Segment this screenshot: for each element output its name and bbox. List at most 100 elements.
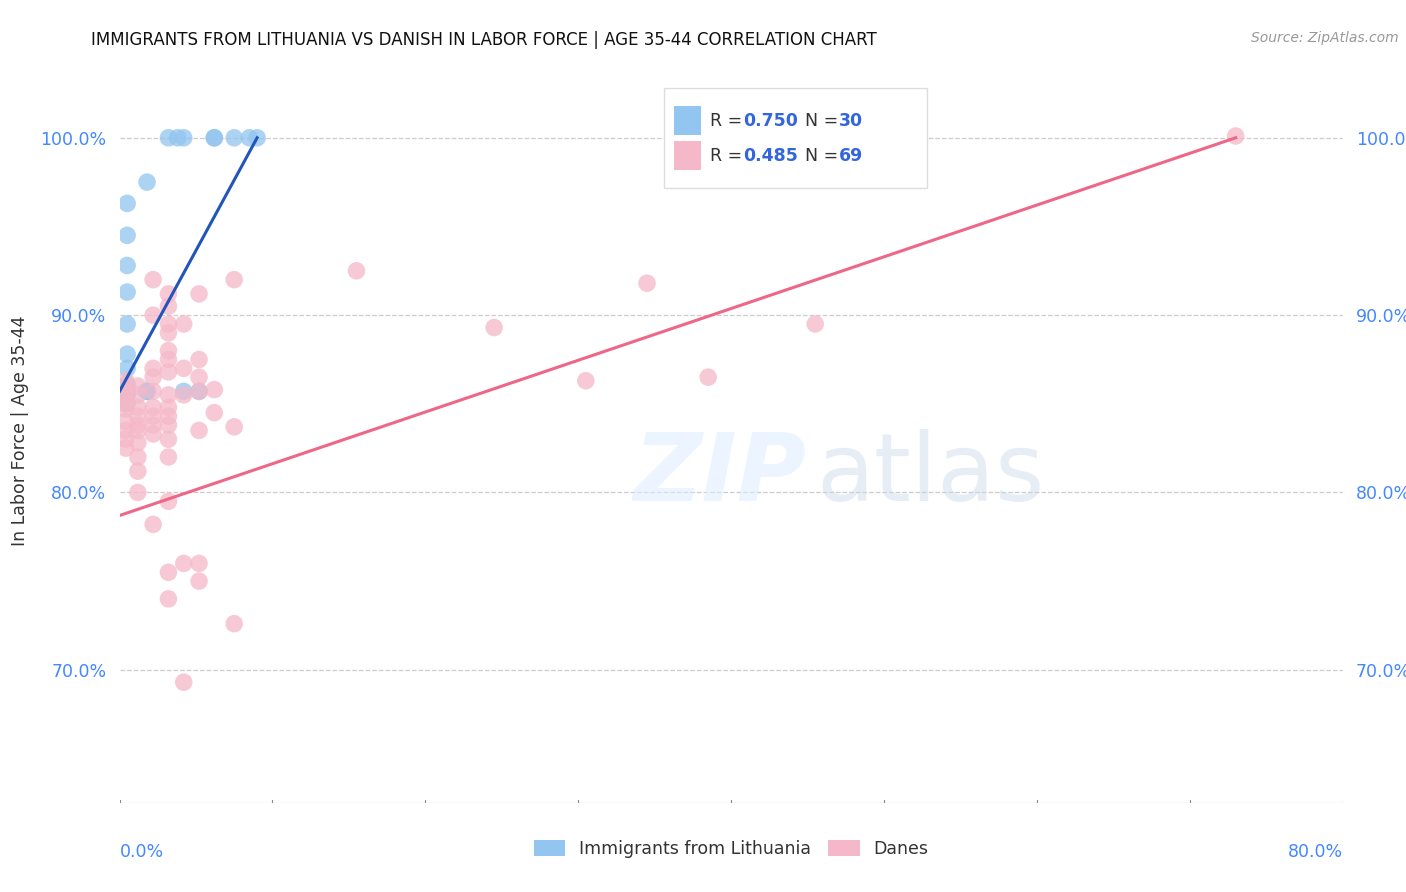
Point (173, 388, 195, 402)
Point (224, 420, 246, 434)
Point (142, 426, 165, 441)
Text: 0.485: 0.485 (744, 146, 799, 164)
Point (188, 370, 211, 384)
Text: N =: N = (793, 112, 844, 129)
Point (136, 175, 159, 189)
Text: 0.0%: 0.0% (120, 843, 163, 861)
Text: 80.0%: 80.0% (1288, 843, 1343, 861)
Point (157, 326, 180, 340)
Point (114, 392, 136, 406)
Point (127, 464, 149, 478)
Point (115, 388, 138, 402)
Text: R =: R = (710, 146, 748, 164)
Point (127, 485, 149, 500)
Point (136, 384, 159, 399)
Point (173, 361, 195, 376)
Point (697, 370, 720, 384)
Point (173, 317, 195, 331)
Point (188, 384, 211, 399)
Point (114, 441, 136, 455)
Point (157, 343, 180, 358)
Point (142, 361, 165, 376)
Point (127, 388, 149, 402)
Point (136, 384, 159, 399)
Point (115, 384, 138, 399)
Point (188, 286, 211, 301)
Point (114, 384, 136, 399)
Point (115, 384, 138, 399)
Point (157, 352, 180, 367)
Point (115, 259, 138, 273)
Bar (673, 106, 700, 135)
Point (157, 450, 180, 464)
Point (157, 494, 180, 508)
Point (127, 435, 149, 450)
Point (173, 557, 195, 571)
Point (127, 424, 149, 438)
Point (142, 517, 165, 532)
Text: Source: ZipAtlas.com: Source: ZipAtlas.com (1251, 31, 1399, 45)
Point (166, 130, 188, 145)
Point (575, 374, 598, 388)
Point (157, 409, 180, 424)
Point (202, 406, 225, 420)
Point (114, 374, 136, 388)
Point (157, 418, 180, 433)
Point (142, 418, 165, 433)
Y-axis label: In Labor Force | Age 35-44: In Labor Force | Age 35-44 (11, 315, 30, 546)
Point (142, 401, 165, 415)
Point (246, 130, 269, 145)
Point (114, 397, 136, 411)
Point (202, 130, 225, 145)
Point (114, 432, 136, 446)
Point (188, 352, 211, 367)
Bar (673, 142, 700, 169)
Point (346, 264, 368, 278)
Point (157, 130, 180, 145)
Point (115, 347, 138, 361)
Text: IMMIGRANTS FROM LITHUANIA VS DANISH IN LABOR FORCE | AGE 35-44 CORRELATION CHART: IMMIGRANTS FROM LITHUANIA VS DANISH IN L… (91, 31, 877, 49)
Point (115, 384, 138, 399)
Point (224, 130, 246, 145)
Point (142, 384, 165, 399)
Point (157, 365, 180, 379)
Point (114, 402, 136, 417)
Point (115, 377, 138, 392)
Point (115, 384, 138, 399)
Point (188, 557, 211, 571)
Point (127, 450, 149, 464)
Point (202, 130, 225, 145)
Point (157, 299, 180, 313)
Point (115, 285, 138, 299)
Point (127, 418, 149, 433)
Text: R =: R = (710, 112, 748, 129)
Legend: Immigrants from Lithuania, Danes: Immigrants from Lithuania, Danes (527, 833, 935, 865)
Point (127, 409, 149, 424)
Point (157, 591, 180, 606)
Point (157, 566, 180, 580)
Point (114, 415, 136, 429)
Point (142, 409, 165, 424)
Point (157, 317, 180, 331)
Point (157, 432, 180, 446)
Point (157, 388, 180, 402)
Point (238, 130, 260, 145)
Point (224, 616, 246, 631)
Point (188, 424, 211, 438)
Point (142, 370, 165, 384)
Text: 0.750: 0.750 (744, 112, 799, 129)
Point (115, 228, 138, 243)
Text: atlas: atlas (817, 429, 1045, 521)
Point (127, 379, 149, 393)
Point (636, 276, 658, 290)
Point (188, 384, 211, 399)
Point (173, 130, 195, 145)
Point (127, 401, 149, 415)
Point (142, 273, 165, 287)
Point (115, 317, 138, 331)
Text: 69: 69 (839, 146, 863, 164)
Point (115, 384, 138, 399)
Text: ZIP: ZIP (633, 429, 806, 521)
Text: 30: 30 (839, 112, 863, 129)
Point (1225, 128, 1247, 143)
